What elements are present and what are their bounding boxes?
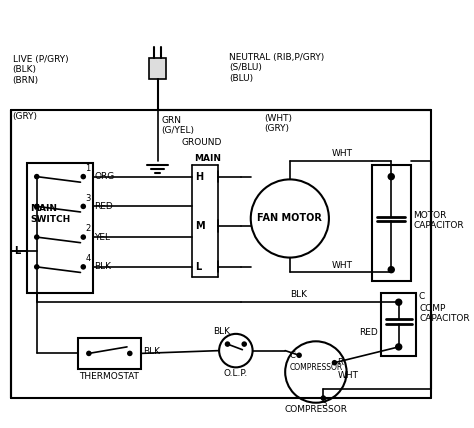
Text: WHT: WHT bbox=[332, 261, 353, 270]
Text: H: H bbox=[195, 172, 203, 181]
Circle shape bbox=[332, 360, 337, 366]
Text: COMPRESSOR: COMPRESSOR bbox=[289, 363, 343, 372]
Text: MAIN: MAIN bbox=[194, 154, 221, 163]
Text: S: S bbox=[321, 399, 327, 408]
FancyBboxPatch shape bbox=[78, 338, 141, 369]
Text: BLK: BLK bbox=[290, 290, 307, 299]
Text: (WHT)
(GRY): (WHT) (GRY) bbox=[264, 114, 292, 133]
Circle shape bbox=[81, 234, 86, 240]
Text: 2: 2 bbox=[85, 224, 91, 233]
Text: O.L.P.: O.L.P. bbox=[224, 369, 248, 378]
Text: BLK: BLK bbox=[94, 262, 111, 271]
Text: 1: 1 bbox=[85, 164, 91, 173]
Text: M: M bbox=[195, 221, 205, 231]
FancyBboxPatch shape bbox=[381, 293, 416, 356]
Text: BLK: BLK bbox=[143, 347, 160, 356]
Circle shape bbox=[241, 341, 247, 347]
Circle shape bbox=[34, 174, 39, 179]
Circle shape bbox=[388, 266, 395, 273]
Text: YEL: YEL bbox=[94, 232, 110, 241]
Circle shape bbox=[388, 173, 395, 180]
Text: 3: 3 bbox=[85, 194, 91, 203]
Text: BLK: BLK bbox=[213, 327, 230, 336]
Text: COMP
CAPACITOR: COMP CAPACITOR bbox=[419, 304, 470, 323]
Text: C: C bbox=[418, 292, 425, 301]
FancyBboxPatch shape bbox=[149, 59, 166, 79]
Circle shape bbox=[34, 264, 39, 270]
Text: COMPRESSOR: COMPRESSOR bbox=[284, 405, 347, 414]
Text: FAN MOTOR: FAN MOTOR bbox=[257, 214, 322, 223]
Text: RED: RED bbox=[360, 327, 378, 336]
Circle shape bbox=[81, 264, 86, 270]
Circle shape bbox=[395, 298, 402, 306]
FancyBboxPatch shape bbox=[372, 166, 411, 281]
Text: MOTOR
CAPACITOR: MOTOR CAPACITOR bbox=[414, 211, 464, 230]
FancyBboxPatch shape bbox=[27, 163, 92, 293]
Text: LIVE (P/GRY)
(BLK)
(BRN): LIVE (P/GRY) (BLK) (BRN) bbox=[12, 55, 68, 84]
Circle shape bbox=[320, 395, 326, 401]
Text: 4: 4 bbox=[85, 254, 91, 263]
Circle shape bbox=[225, 341, 230, 347]
Text: L: L bbox=[14, 246, 21, 256]
Text: GROUND: GROUND bbox=[182, 138, 222, 147]
Text: GRN
(G/YEL): GRN (G/YEL) bbox=[162, 116, 194, 135]
Text: NEUTRAL (RIB,P/GRY)
(S/BLU)
(BLU): NEUTRAL (RIB,P/GRY) (S/BLU) (BLU) bbox=[229, 53, 325, 83]
Text: L: L bbox=[195, 262, 201, 272]
Circle shape bbox=[81, 204, 86, 209]
Circle shape bbox=[127, 351, 133, 356]
Text: (GRY): (GRY) bbox=[12, 112, 37, 121]
Circle shape bbox=[81, 174, 86, 179]
Text: WHT: WHT bbox=[337, 371, 358, 380]
Circle shape bbox=[34, 204, 39, 209]
Circle shape bbox=[34, 234, 39, 240]
Text: C: C bbox=[290, 351, 296, 360]
Text: R: R bbox=[337, 358, 343, 367]
Circle shape bbox=[395, 343, 402, 351]
Circle shape bbox=[296, 353, 302, 358]
Text: THERMOSTAT: THERMOSTAT bbox=[79, 372, 139, 381]
Text: ORG: ORG bbox=[94, 172, 115, 181]
Text: WHT: WHT bbox=[332, 149, 353, 158]
Circle shape bbox=[86, 351, 91, 356]
Text: RED: RED bbox=[94, 202, 113, 211]
Text: MAIN
SWITCH: MAIN SWITCH bbox=[30, 204, 71, 223]
